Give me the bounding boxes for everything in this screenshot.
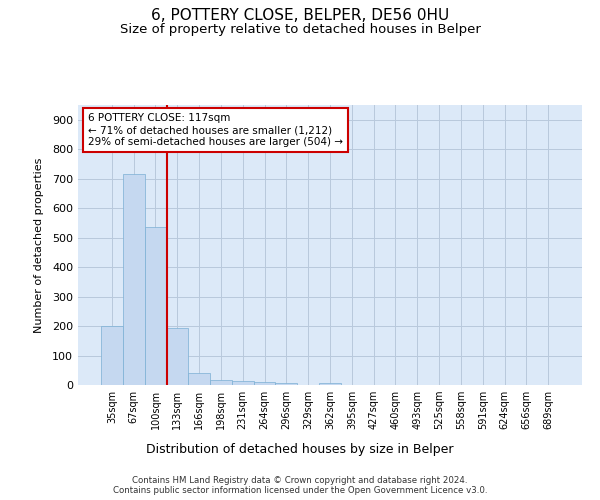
Bar bbox=[254, 382, 275, 385]
Y-axis label: Number of detached properties: Number of detached properties bbox=[34, 158, 44, 332]
Bar bbox=[145, 228, 166, 385]
Text: 6, POTTERY CLOSE, BELPER, DE56 0HU: 6, POTTERY CLOSE, BELPER, DE56 0HU bbox=[151, 8, 449, 22]
Text: Distribution of detached houses by size in Belper: Distribution of detached houses by size … bbox=[146, 442, 454, 456]
Bar bbox=[123, 174, 145, 385]
Bar bbox=[166, 328, 188, 385]
Bar bbox=[188, 373, 210, 385]
Text: 6 POTTERY CLOSE: 117sqm
← 71% of detached houses are smaller (1,212)
29% of semi: 6 POTTERY CLOSE: 117sqm ← 71% of detache… bbox=[88, 114, 343, 146]
Text: Contains HM Land Registry data © Crown copyright and database right 2024.
Contai: Contains HM Land Registry data © Crown c… bbox=[113, 476, 487, 495]
Bar bbox=[319, 382, 341, 385]
Bar bbox=[101, 326, 123, 385]
Bar bbox=[210, 380, 232, 385]
Bar bbox=[275, 382, 297, 385]
Bar bbox=[232, 381, 254, 385]
Text: Size of property relative to detached houses in Belper: Size of property relative to detached ho… bbox=[119, 22, 481, 36]
